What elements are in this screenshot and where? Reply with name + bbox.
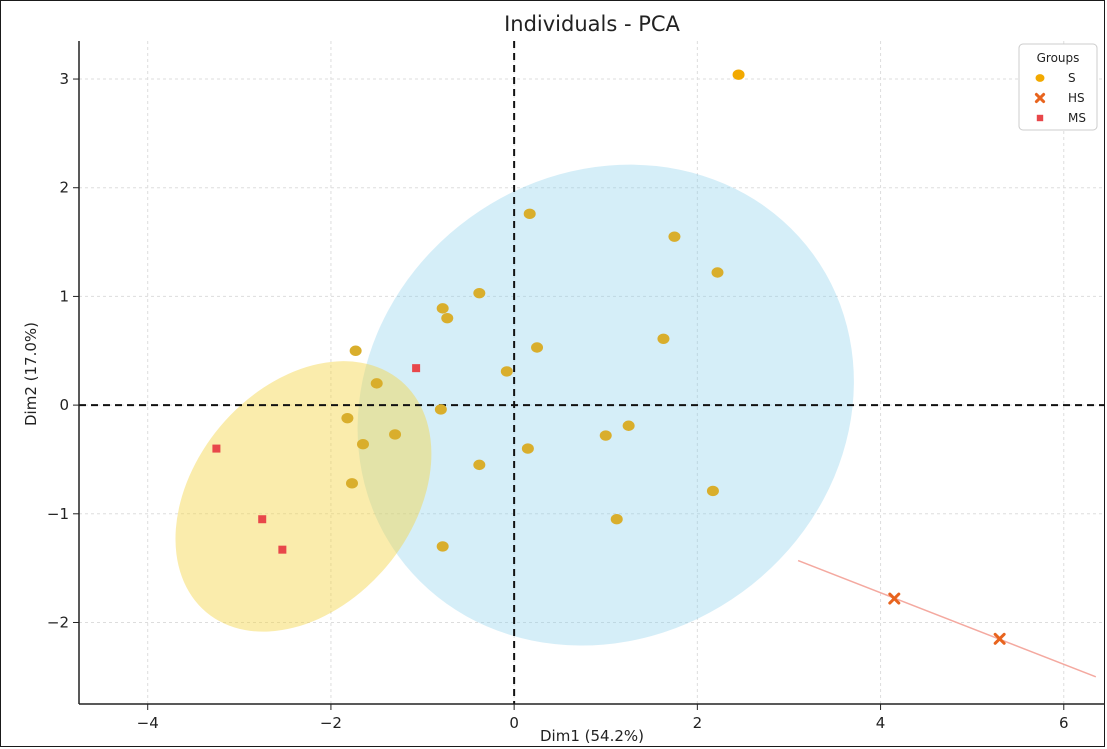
point-ms (278, 545, 287, 554)
y-axis-title: Dim2 (17.0%) (22, 322, 40, 426)
point-s (531, 342, 544, 353)
point-s (389, 429, 402, 440)
point-s (341, 412, 354, 424)
point-s (657, 333, 670, 345)
legend-label-hs: HS (1068, 91, 1085, 105)
point-s (711, 267, 724, 278)
legend-label-ms: MS (1068, 111, 1086, 125)
hs-line (797, 559, 1097, 678)
point-s (521, 443, 534, 454)
x-axis-title: Dim1 (54.2%) (540, 727, 644, 745)
legend-marker-ms (1036, 114, 1044, 122)
legend-label-s: S (1068, 71, 1076, 85)
point-s (706, 485, 719, 497)
legend-box (1018, 43, 1098, 131)
point-s (370, 378, 383, 389)
y-tick-label: 2 (59, 179, 69, 197)
point-s (436, 541, 449, 552)
point-s (345, 478, 358, 489)
x-tick-label: −2 (320, 714, 342, 732)
x-tick-label: 4 (876, 714, 886, 732)
point-s (500, 366, 513, 377)
legend-title: Groups (1037, 51, 1080, 65)
confidence-ellipses (175, 164, 854, 646)
y-tick-label: 3 (59, 70, 69, 88)
y-tick-label: 1 (59, 287, 69, 305)
reference-lines (79, 41, 1105, 704)
point-hs (993, 632, 1006, 645)
x-tick-label: 6 (1059, 714, 1069, 732)
point-ms (412, 364, 421, 373)
point-s (349, 345, 362, 356)
legend: Groups S HS MS (1018, 43, 1098, 131)
point-ms (258, 515, 267, 524)
y-tick-label: −2 (47, 613, 69, 631)
chart-title: Individuals - PCA (504, 12, 680, 36)
point-s (436, 303, 449, 314)
legend-marker-hs (1034, 92, 1046, 104)
legend-marker-s (1035, 74, 1045, 82)
axes: −4 −2 0 2 4 6 −2 −1 0 1 2 3 (47, 41, 1105, 732)
x-tick-label: 0 (509, 714, 519, 732)
y-tick-label: −1 (47, 505, 69, 523)
point-ms (212, 444, 221, 453)
point-s (473, 459, 486, 471)
ellipse-ms (175, 361, 432, 632)
point-s (473, 287, 486, 299)
point-s (441, 312, 454, 324)
x-tick-label: 2 (693, 714, 703, 732)
point-hs (888, 592, 901, 605)
x-tick-label: −4 (137, 714, 159, 732)
point-s (356, 439, 369, 450)
point-s (599, 430, 612, 441)
ellipse-s (357, 164, 854, 646)
point-s (732, 69, 745, 80)
point-s (434, 404, 447, 415)
data-points (212, 69, 1006, 645)
point-s (610, 514, 623, 525)
y-tick-label: 0 (59, 396, 69, 414)
point-s (622, 420, 635, 431)
point-s (668, 231, 681, 242)
point-s (523, 208, 536, 220)
